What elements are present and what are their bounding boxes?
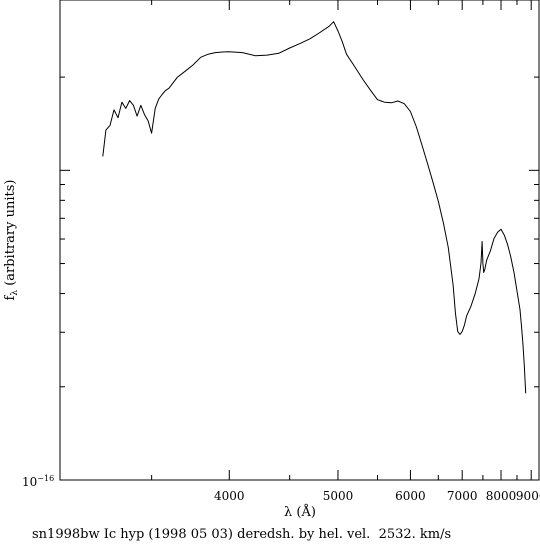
x-tick-label: 4000 (214, 489, 245, 503)
chart-caption: sn1998bw Ic hyp (1998 05 03) deredsh. by… (32, 527, 452, 542)
spectrum-line (102, 21, 527, 394)
x-tick-label: 9000 (516, 489, 540, 503)
x-axis-label: λ (Å) (284, 504, 316, 520)
x-tick-label: 5000 (323, 489, 354, 503)
axis-ticks (60, 0, 539, 481)
x-tick-labels: 4000 5000 6000 7000 80009000 (214, 489, 540, 503)
y-axis-label: fλ (arbitrary units) (3, 180, 20, 301)
x-tick-label: 8000 (486, 489, 517, 503)
x-tick-label: 6000 (395, 489, 426, 503)
x-tick-label: 7000 (447, 489, 478, 503)
plot-frame (59, 0, 540, 481)
y-tick-label: 10−16 (22, 474, 54, 489)
